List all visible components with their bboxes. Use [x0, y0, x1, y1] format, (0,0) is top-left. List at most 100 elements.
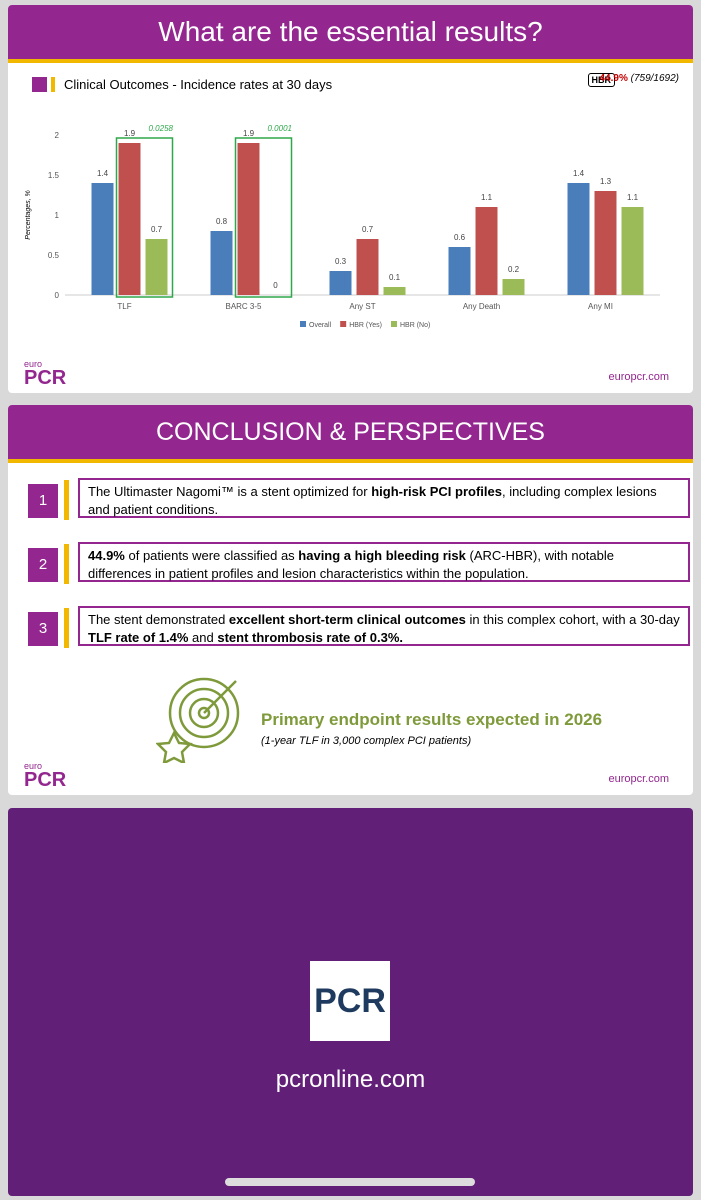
x-tick-label: Any ST	[349, 302, 375, 311]
slide-title: What are the essential results?	[8, 5, 693, 63]
p-value: 0.0258	[149, 124, 174, 133]
item-text: 44.9% of patients were classified as hav…	[78, 542, 690, 582]
item-number: 3	[28, 612, 58, 646]
bar	[329, 271, 352, 295]
item-accent	[64, 544, 69, 584]
data-label: 0.8	[216, 217, 228, 226]
y-tick-label: 1.5	[48, 171, 60, 180]
y-axis-label: Percentages, %	[25, 190, 32, 239]
data-label: 0.6	[454, 233, 466, 242]
x-tick-label: TLF	[117, 302, 131, 311]
y-tick-label: 0	[55, 291, 60, 300]
endpoint: Primary endpoint results expected in 202…	[261, 710, 603, 729]
bar	[448, 247, 471, 295]
footer: europcr.com	[608, 371, 669, 383]
bar	[118, 143, 141, 295]
footer: europcr.com	[608, 773, 669, 785]
hbr-stat: 44.9% (759/1692)	[599, 73, 679, 84]
logo-small: euro	[24, 761, 43, 771]
x-tick-label: Any MI	[588, 302, 613, 311]
significance-box	[115, 137, 174, 298]
text-run: The stent demonstrated	[88, 612, 229, 627]
text-run: in this complex cohort, with a 30-day	[465, 612, 680, 627]
bar	[383, 287, 406, 295]
closing-slide: PCR pcronline.com	[8, 808, 693, 1196]
legend-swatch	[300, 321, 306, 327]
conclusion-item: 1 The Ultimaster Nagomi™ is a stent optim…	[28, 478, 690, 522]
y-tick-label: 0.5	[48, 251, 60, 260]
bar	[237, 143, 260, 295]
text-run: TLF rate of 1.4%	[88, 630, 189, 645]
data-label: 0	[273, 281, 278, 290]
url: pcronline.com	[275, 1066, 426, 1093]
data-label: 1.9	[243, 129, 255, 138]
logo: euro PCR	[24, 359, 67, 389]
bar	[91, 183, 114, 295]
bar	[475, 207, 498, 295]
data-label: 1.4	[573, 169, 585, 178]
data-label: 1.3	[600, 177, 612, 186]
y-tick-label: 1	[55, 211, 60, 220]
x-tick-label: BARC 3-5	[225, 302, 262, 311]
pcr-logo: PCR	[310, 961, 390, 1041]
conclusion-slide: CONCLUSION & PERSPECTIVES 1 The Ultimaste…	[8, 405, 693, 795]
logo-text: PCR	[24, 367, 67, 389]
x-tick-label: Any Death	[463, 302, 500, 311]
data-label: 0.7	[151, 225, 163, 234]
data-label: 0.3	[335, 257, 347, 266]
data-label: 1.1	[481, 193, 493, 202]
legend-label: HBR (Yes)	[349, 322, 382, 329]
logo: euro PCR	[24, 761, 67, 791]
bar	[356, 239, 379, 295]
target-icon	[156, 677, 240, 763]
significance-box	[234, 137, 293, 298]
data-label: 0.2	[508, 265, 520, 274]
chart-title: Clinical Outcomes - Incidence rates at 3…	[64, 77, 333, 92]
legend-swatch	[340, 321, 347, 327]
text-run: , including complex lesions and patient …	[88, 484, 657, 517]
hbr-percent: 44.9%	[599, 73, 628, 84]
text-run: The Ultimaster Nagomi™ is a stent optimi…	[88, 484, 372, 499]
data-label: 0.7	[362, 225, 374, 234]
text-run: of patients were classified as	[124, 548, 299, 563]
text-run: high-risk PCI profiles	[371, 484, 502, 499]
logo-text: PCR	[24, 769, 67, 791]
data-label: 0.1	[389, 273, 401, 282]
bar	[502, 279, 525, 295]
title-square	[32, 77, 47, 92]
item-number: 2	[28, 548, 58, 582]
data-label: 1.9	[124, 129, 136, 138]
hbr-icon: HBR	[587, 73, 615, 87]
legend-label: Overall	[309, 322, 332, 329]
chart: Clinical Outcomes - Incidence rates at 3…	[25, 77, 660, 329]
logo-small: euro	[24, 359, 43, 369]
hbr-count: (759/1692)	[630, 73, 679, 84]
home-indicator	[225, 1178, 475, 1186]
legend-swatch	[391, 321, 397, 327]
bar	[567, 183, 590, 295]
item-accent	[64, 608, 69, 648]
data-label: 1.1	[627, 193, 639, 202]
text-run: excellent short-term clinical outcomes	[228, 612, 466, 627]
text-run: having a high bleeding risk	[298, 548, 466, 563]
item-accent	[64, 480, 69, 520]
slide-title: CONCLUSION & PERSPECTIVES	[8, 405, 693, 463]
conclusion-item: 3 The stent demonstrated excellent short-…	[28, 606, 690, 650]
bar	[210, 231, 233, 295]
y-tick-label: 2	[55, 131, 60, 140]
bar	[145, 239, 168, 295]
p-value: 0.0001	[268, 124, 292, 133]
endpoint-note: (1-year TLF in 3,000 complex PCI patient…	[261, 735, 472, 747]
bar	[594, 191, 617, 295]
item-number: 1	[28, 484, 58, 518]
text-run: 44.9%	[88, 548, 125, 563]
item-text: The Ultimaster Nagomi™ is a stent optimi…	[78, 478, 690, 518]
legend-label: HBR (No)	[400, 322, 430, 329]
text-run: and	[188, 630, 218, 645]
data-label: 1.4	[97, 169, 109, 178]
conclusion-item: 2 44.9% of patients were classified as ha…	[28, 542, 690, 586]
item-text: The stent demonstrated excellent short-t…	[78, 606, 690, 646]
text-run: stent thrombosis rate of 0.3%.	[217, 630, 403, 645]
text-run: (ARC-HBR), with notable differences in p…	[88, 548, 614, 581]
